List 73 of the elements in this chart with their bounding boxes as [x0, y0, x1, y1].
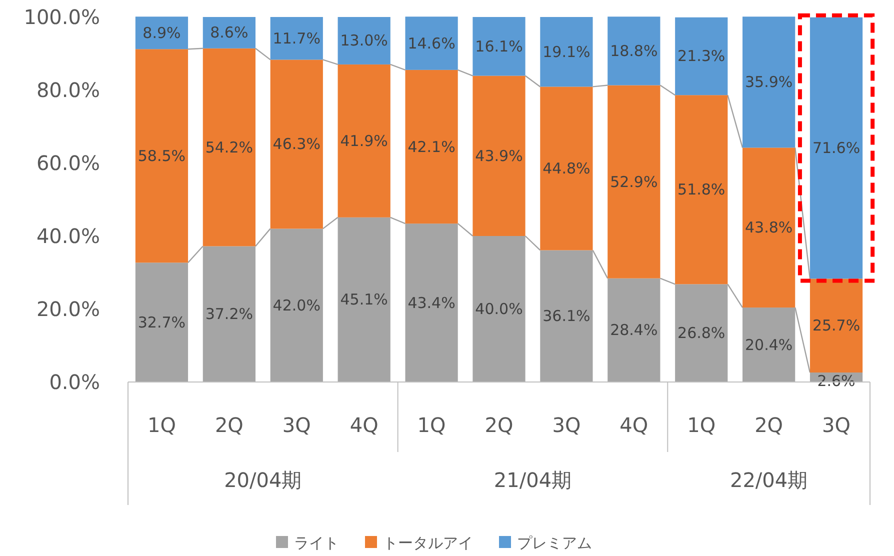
bar [742, 16, 796, 148]
bar [472, 17, 526, 76]
bar [202, 48, 256, 246]
x-tick-label: 4Q [350, 413, 378, 437]
x-tick-label: 2Q [214, 413, 244, 437]
data-label: 54.2% [205, 138, 254, 156]
text: 20/04期 [224, 468, 302, 492]
data-label: 46.3% [272, 135, 320, 154]
data-label: 19.1% [542, 42, 590, 61]
legend-label: ライト [294, 534, 339, 552]
y-tick-label: 80.0% [36, 78, 100, 102]
bar [270, 17, 323, 60]
data-label: 42.0% [272, 296, 320, 314]
bar [608, 16, 660, 86]
legend-label: プレミアム [517, 534, 592, 552]
bar [675, 95, 728, 284]
text: 22/04期 [730, 468, 808, 492]
x-tick-label: 2Q [484, 413, 514, 437]
data-label: 16.1% [475, 37, 523, 56]
data-label: 41.9% [340, 132, 388, 150]
legend-label: トータルアイ [383, 534, 473, 552]
data-label: 28.4% [610, 321, 658, 340]
bar [338, 17, 390, 64]
data-label: 11.7% [272, 29, 320, 48]
data-label: 58.5% [138, 146, 186, 165]
x-tick-label: 3Q [822, 413, 851, 437]
bar [540, 17, 593, 87]
data-label: 20.4% [744, 336, 793, 354]
bar [608, 85, 660, 278]
x-tick-label: 3Q [282, 413, 311, 437]
data-label: 43.9% [475, 146, 523, 165]
x-tick-label: 2Q [754, 413, 784, 437]
y-tick-label: 40.0% [36, 224, 100, 248]
x-tick-label: 3Q [552, 413, 581, 437]
data-label: 36.1% [542, 307, 590, 326]
y-tick-label: 100.0% [24, 5, 100, 29]
bar [675, 17, 728, 96]
bar [270, 60, 323, 229]
bar [338, 64, 390, 218]
bar [742, 148, 796, 308]
data-label: 37.2% [205, 305, 254, 324]
data-label: 45.1% [340, 290, 388, 309]
y-tick-label: 0.0% [49, 370, 100, 394]
data-label: 44.8% [542, 159, 590, 178]
data-label: 26.8% [678, 324, 726, 342]
bar [405, 70, 458, 224]
data-label: 14.6% [408, 34, 456, 52]
bar [405, 16, 458, 70]
data-label: 32.7% [138, 313, 186, 332]
data-label: 8.6% [210, 24, 248, 42]
y-tick-label: 60.0% [36, 151, 100, 175]
data-label: 13.0% [340, 32, 388, 50]
data-label: 40.0% [475, 300, 523, 318]
x-tick-label: 1Q [147, 413, 176, 437]
y-tick-label: 20.0% [36, 297, 100, 321]
text: 21/04期 [494, 468, 572, 492]
x-tick-label: 1Q [687, 413, 716, 437]
data-label: 42.1% [408, 138, 456, 156]
bar [472, 76, 526, 236]
data-label: 25.7% [812, 316, 860, 335]
data-label: 52.9% [610, 172, 658, 191]
data-label: 8.9% [142, 24, 181, 42]
data-label: 18.8% [610, 42, 658, 60]
data-label: 21.3% [678, 47, 726, 66]
data-label: 35.9% [744, 73, 793, 92]
x-tick-label: 4Q [620, 413, 648, 437]
bar [135, 49, 188, 263]
data-label: 43.8% [744, 218, 793, 237]
data-label: 43.4% [408, 294, 456, 312]
data-label: 51.8% [678, 180, 726, 199]
data-label: 71.6% [812, 139, 860, 158]
bar [540, 86, 593, 250]
x-tick-label: 1Q [417, 413, 446, 437]
